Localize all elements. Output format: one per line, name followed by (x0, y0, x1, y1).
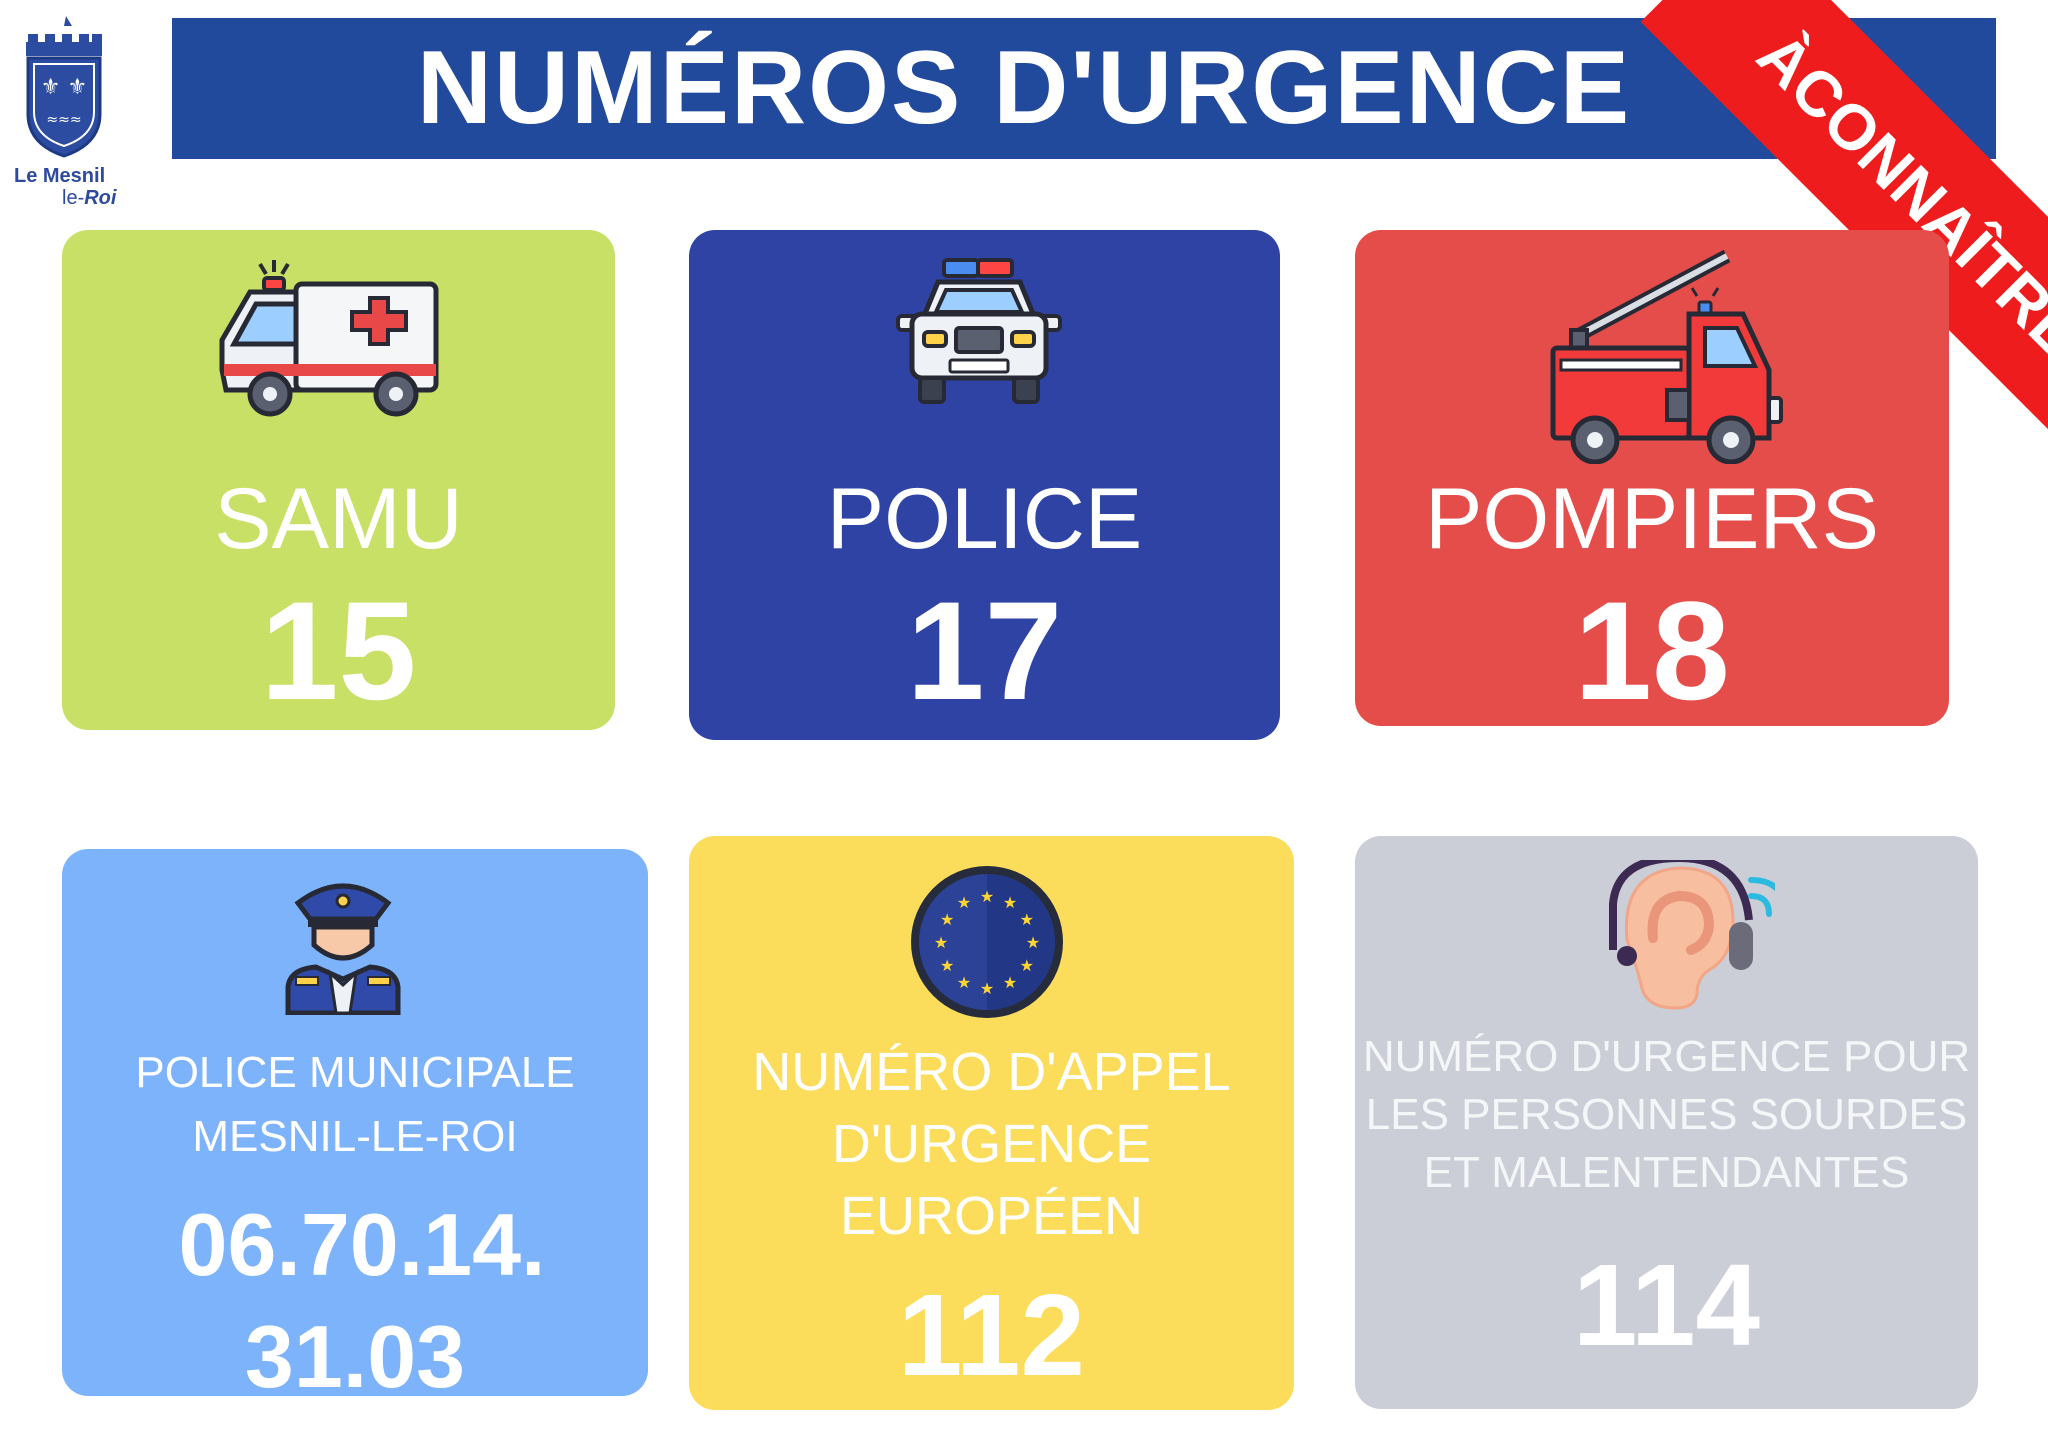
card-label: POLICE MUNICIPALE MESNIL-LE-ROI (135, 1048, 575, 1161)
police-car-icon (896, 258, 1062, 404)
card-europeen: ★ ★ ★ ★ ★ ★ ★ ★ ★ ★ ★ ★ NUMÉRO D'APPEL D'URGENCE EU… (689, 836, 1294, 1410)
eu-star-icon: ★ (940, 910, 954, 929)
card-label: SAMU (214, 471, 463, 567)
coat-of-arms-icon: ⚜ ⚜ ≈≈≈ (26, 16, 102, 158)
eu-star-icon: ★ (940, 956, 954, 975)
ambulance-icon (219, 260, 439, 417)
eu-star-icon: ★ (957, 973, 971, 992)
logo-line1: Le Mesnil (14, 165, 106, 187)
logo-line2: le-Roi (62, 187, 117, 209)
eu-star-icon: ★ (1003, 893, 1017, 912)
card-samu: SAMU 15 (62, 230, 615, 730)
eu-star-icon: ★ (980, 887, 994, 906)
police-officer-icon (285, 883, 401, 1015)
card-police: POLICE 17 (689, 230, 1280, 740)
emergency-number: 112 (897, 1270, 1086, 1400)
emergency-number: 114 (1572, 1240, 1761, 1370)
card-label: NUMÉRO D'URGENCE POUR LES PERSONNES SOUR… (1362, 1032, 1971, 1197)
eu-star-icon: ★ (1003, 973, 1017, 992)
card-pompiers: POMPIERS 18 (1355, 230, 1949, 729)
card-label: NUMÉRO D'APPEL D'URGENCE EUROPÉEN (752, 1042, 1231, 1246)
town-name-logo-text: Le Mesnil le-Roi (14, 165, 124, 209)
eu-star-icon: ★ (957, 893, 971, 912)
emergency-number: 18 (1574, 572, 1730, 729)
svg-text:≈≈≈: ≈≈≈ (46, 112, 81, 128)
emergency-number: 15 (260, 572, 417, 729)
eu-star-icon: ★ (980, 979, 994, 998)
eu-star-icon: ★ (1020, 910, 1034, 929)
hearing-aid-icon (1609, 860, 1775, 1010)
page-title: NUMÉROS D'URGENCE (416, 30, 1632, 146)
card-label: POLICE (826, 471, 1143, 567)
header-banner: NUMÉROS D'URGENCE (172, 18, 1996, 159)
fire-truck-icon (1550, 249, 1783, 464)
svg-text:⚜ ⚜: ⚜ ⚜ (41, 75, 87, 100)
card-label: POMPIERS (1425, 471, 1879, 567)
eu-flag-icon: ★ ★★★★★★★★★★★ (911, 866, 1063, 1018)
card-sourds-malentendants: NUMÉRO D'URGENCE POUR LES PERSONNES SOUR… (1355, 836, 1978, 1409)
eu-star-icon: ★ (1020, 956, 1034, 975)
town-coat-of-arms-logo: ⚜ ⚜ ≈≈≈ (14, 12, 114, 212)
emergency-number: 17 (906, 572, 1063, 729)
card-police-municipale: POLICE MUNICIPALE MESNIL-LE-ROI 06.70.14… (62, 849, 648, 1406)
emergency-number: 06.70.14. 31.03 (178, 1195, 546, 1406)
eu-star-icon: ★ (934, 933, 948, 952)
eu-star-icon: ★ (1026, 933, 1040, 952)
